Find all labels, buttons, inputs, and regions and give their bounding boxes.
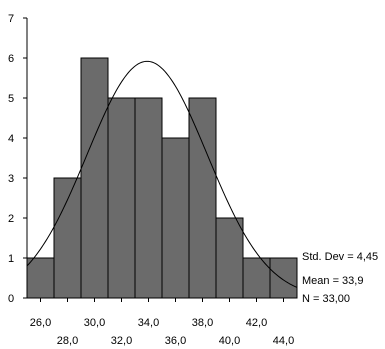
x-ticks: 26,0 30,0 34,0 38,0 42,0 28,0 32,0 36,0 40,0 44,0 — [30, 298, 294, 347]
x-tick-label: 42,0 — [246, 317, 267, 329]
histogram-bar — [80, 57, 109, 299]
y-tick-label: 2 — [8, 213, 14, 225]
histogram-bar — [269, 257, 298, 299]
x-tick-label: 32,0 — [111, 335, 132, 347]
y-tick-label: 3 — [8, 173, 14, 185]
histogram-bar — [53, 177, 82, 299]
x-tick-label: 34,0 — [138, 317, 159, 329]
axes-group — [26, 18, 297, 299]
n-label: N = 33,00 — [302, 293, 350, 305]
x-tick-label: 36,0 — [165, 335, 186, 347]
x-tick-label: 30,0 — [84, 317, 105, 329]
y-tick-label: 5 — [8, 93, 14, 105]
x-tick-label: 40,0 — [219, 335, 240, 347]
y-tick-label: 1 — [8, 253, 14, 265]
bars-group — [26, 57, 298, 299]
x-tick-label: 26,0 — [30, 317, 51, 329]
y-tick-label: 7 — [8, 13, 14, 25]
histogram-bar — [134, 97, 163, 299]
y-tick-label: 0 — [8, 293, 14, 305]
normal-curve — [26, 60, 298, 288]
x-tick-label: 28,0 — [57, 335, 78, 347]
y-tick-label: 6 — [8, 53, 14, 65]
std-dev-label: Std. Dev = 4,45 — [302, 251, 378, 263]
histogram-bar — [188, 97, 217, 299]
mean-label: Mean = 33,9 — [302, 275, 363, 287]
histogram-bar — [26, 257, 55, 299]
x-tick-label: 44,0 — [273, 335, 294, 347]
x-tick-label: 38,0 — [192, 317, 213, 329]
y-ticks: 0 1 2 3 4 5 6 7 — [8, 13, 27, 305]
histogram-bar — [161, 137, 190, 299]
histogram-bar — [215, 217, 244, 299]
y-tick-label: 4 — [8, 133, 14, 145]
histogram-bar — [107, 97, 136, 299]
